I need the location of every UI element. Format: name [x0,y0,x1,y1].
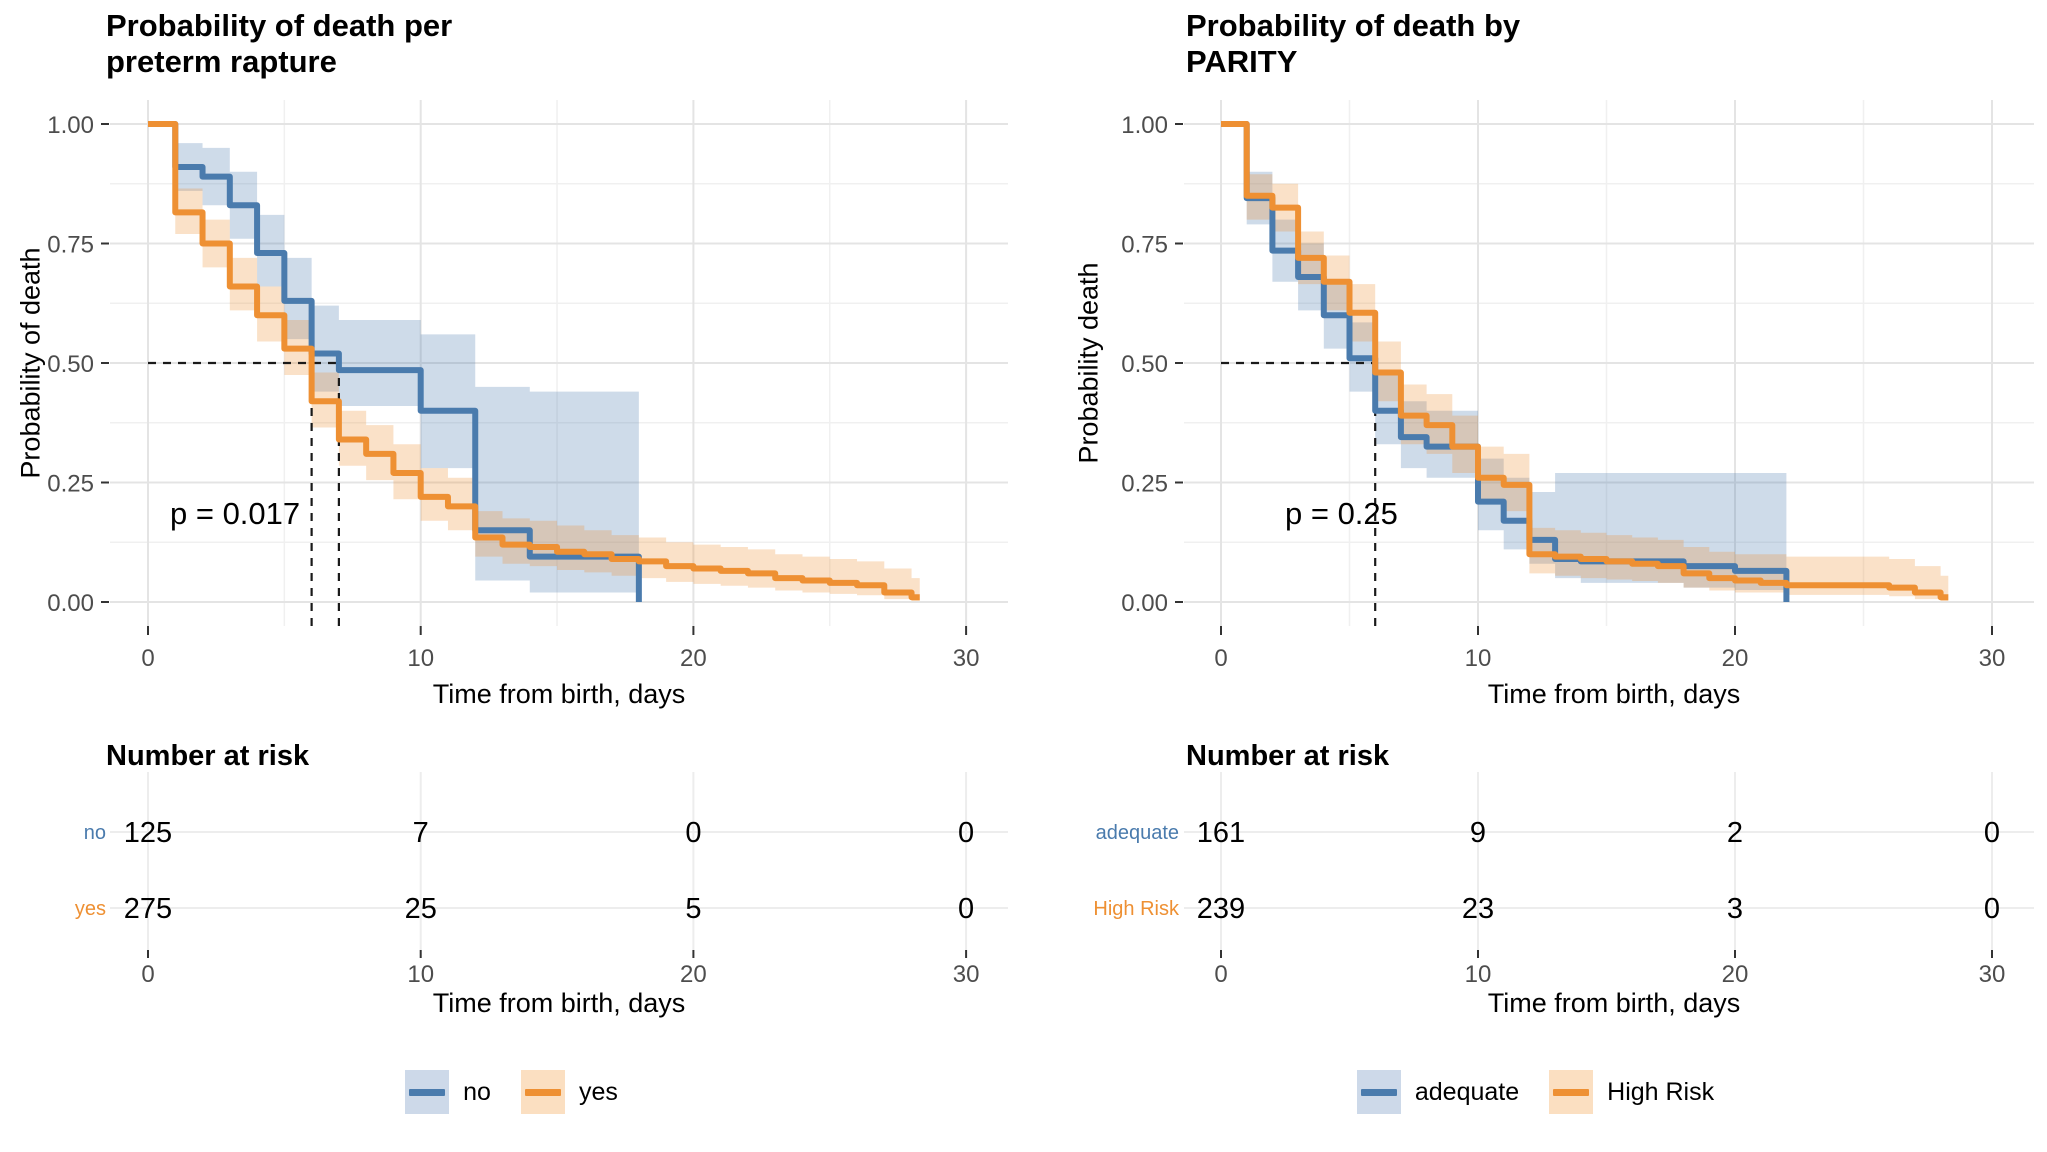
x-tick-label: 20 [680,645,707,672]
legend-item-no: no [405,1070,491,1114]
survival-curve-no [148,121,642,602]
y-tick-label: 0.25 [1121,471,1168,498]
y-tick-label: 0.25 [47,471,94,498]
survival-plot-preterm: 0 10 20 30 1.00 0.75 0.50 0.25 0.00 no 125 7 0 0 yes 27… [47,100,1008,988]
y-tick-label: 1.00 [1121,112,1168,139]
legend-item-yes: yes [520,1070,618,1114]
y-tick-label: 0.75 [1121,232,1168,259]
risk-count: 23 [1462,893,1494,925]
panel-preterm-rupture: 0 10 20 30 1.00 0.75 0.50 0.25 0.00 no 125 7 0 0 yes 27… [0,0,1023,1152]
risk-count: 0 [958,817,974,849]
legend-swatch-high-risk [1549,1070,1594,1114]
y-tick-label: 0.50 [1121,351,1168,378]
x-tick-label: 30 [1979,645,2006,672]
x-tick-label: 10 [407,645,434,672]
x-tick-label: 0 [1214,645,1227,672]
risk-count: 25 [405,893,437,925]
risk-x-tick-label: 10 [1465,961,1492,988]
risk-x-tick-label: 20 [680,961,707,988]
x-axis-label-preterm: Time from birth, days [432,679,686,709]
pvalue-parity: p = 0.25 [1285,496,1398,531]
risk-table-heading-preterm: Number at risk [106,740,310,772]
pvalue-preterm: p = 0.017 [170,496,301,531]
risk-count: 0 [1984,817,2000,849]
legend-label-no: no [463,1077,491,1106]
y-axis-label-parity: Probability death [1073,262,1104,464]
y-tick-label: 0.00 [47,590,94,617]
legend-label-yes: yes [578,1077,618,1106]
confidence-band-adequate [1246,171,1787,591]
legend-swatch-no [405,1070,450,1114]
legend-parity: adequate High Risk [1024,1070,2047,1114]
risk-row-label: yes [75,898,106,920]
risk-x-tick-label: 30 [1979,961,2006,988]
confidence-band-High Risk [1246,174,1949,602]
risk-count: 239 [1197,893,1245,925]
plot-title-preterm: Probability of death per preterm rapture [106,8,453,79]
legend-label-adequate: adequate [1414,1077,1520,1106]
legend-swatch-yes [520,1070,565,1114]
panel-parity: 0 10 20 30 1.00 0.75 0.50 0.25 0.00 adequate 161 9 2… [1024,0,2047,1152]
y-axis-label-preterm: Probability of death [15,247,46,479]
legend-swatch-adequate [1356,1070,1401,1114]
risk-row-label: adequate [1096,822,1179,844]
risk-x-tick-label: 20 [1722,961,1749,988]
legend-item-adequate: adequate [1356,1070,1520,1114]
risk-count: 5 [685,893,701,925]
risk-x-tick-label: 0 [141,961,154,988]
risk-table-heading-parity: Number at risk [1186,740,1390,772]
risk-x-tick-label: 0 [1214,961,1227,988]
survival-curve-High Risk [1221,121,1949,601]
legend-label-high-risk: High Risk [1607,1077,1715,1106]
risk-count: 0 [1984,893,2000,925]
legend-item-high-risk: High Risk [1549,1070,1714,1114]
x-tick-label: 30 [953,645,980,672]
risk-x-axis-label-parity: Time from birth, days [1487,988,1741,1018]
risk-count: 0 [958,893,974,925]
x-tick-label: 10 [1465,645,1492,672]
risk-x-tick-label: 30 [953,961,980,988]
risk-count: 0 [685,817,701,849]
x-tick-label: 0 [141,645,154,672]
y-tick-label: 0.75 [47,232,94,259]
risk-count: 161 [1197,817,1245,849]
risk-count: 125 [124,817,172,849]
y-tick-label: 1.00 [47,112,94,139]
risk-count: 9 [1470,817,1486,849]
risk-x-tick-label: 10 [407,961,434,988]
risk-count: 3 [1727,893,1743,925]
x-axis-label-parity: Time from birth, days [1487,679,1741,709]
y-tick-label: 0.50 [47,351,94,378]
x-tick-label: 20 [1722,645,1749,672]
risk-count: 2 [1727,817,1743,849]
plot-title-parity: Probability of death by PARITY [1186,8,1521,79]
risk-row-label: High Risk [1093,898,1180,920]
risk-count: 275 [124,893,172,925]
risk-row-label: no [84,822,106,844]
survival-curve-yes [148,121,920,601]
risk-count: 7 [413,817,429,849]
legend-preterm: no yes [0,1070,1023,1114]
y-tick-label: 0.00 [1121,590,1168,617]
risk-x-axis-label-preterm: Time from birth, days [432,988,686,1018]
confidence-band-yes [175,188,920,602]
